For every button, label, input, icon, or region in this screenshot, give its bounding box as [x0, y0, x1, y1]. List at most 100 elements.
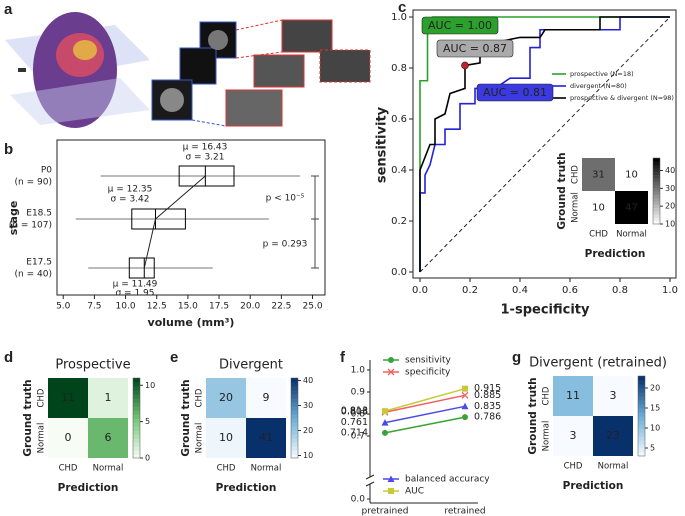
panel-label: e	[170, 349, 178, 366]
value-label: 0.885	[474, 390, 501, 401]
guide	[191, 119, 227, 127]
value-label: 0.808	[341, 407, 368, 418]
legend-label: divergent (N=80)	[570, 82, 627, 90]
colorbar-frame	[637, 375, 646, 457]
y-tick-label: 0.0	[351, 495, 366, 505]
colorbar-step	[653, 214, 660, 218]
category-label: E17.5	[26, 258, 52, 268]
x-tick-label: 1.0	[662, 285, 678, 296]
cell-label: 10	[625, 170, 638, 181]
colorbar-step	[653, 171, 660, 175]
x-axis-label: Prediction	[585, 248, 646, 260]
legend-label: specificity	[405, 368, 451, 378]
col-label: CHD	[589, 230, 608, 240]
x-tick-label: 10.0	[116, 302, 136, 312]
colorbar-step	[653, 204, 660, 208]
x-tick-label: 5.0	[56, 302, 71, 312]
cell-label: 1	[105, 391, 112, 404]
row-label: Normal	[542, 421, 552, 452]
cell-label: 6	[105, 431, 112, 444]
heatmap-cell	[48, 378, 88, 418]
colorbar-step	[638, 404, 645, 409]
category-sublabel: (n = 90)	[15, 178, 52, 188]
y-tick-label: 0.0	[391, 267, 407, 278]
guide	[235, 51, 283, 59]
x-tick-label: 15.0	[178, 302, 198, 312]
value-label: 0.813	[341, 406, 368, 417]
colorbar-step	[291, 422, 298, 427]
colorbar-step	[653, 217, 660, 222]
legend-label: balanced accuracy	[405, 475, 490, 485]
legend-label: prospective (N=18)	[570, 70, 634, 78]
point	[381, 419, 389, 426]
colorbar-step	[291, 386, 298, 391]
heatmap-cell	[88, 418, 128, 458]
colorbar-frame	[652, 157, 661, 225]
x-axis-label: Prediction	[563, 480, 624, 492]
annotation: σ = 3.42	[110, 195, 149, 205]
plot-frame	[412, 9, 677, 279]
box	[131, 208, 186, 230]
legend-marker	[387, 475, 395, 482]
operating-point	[461, 61, 469, 70]
y-tick-label: 0.8	[351, 410, 366, 420]
point	[382, 429, 388, 436]
colorbar-step	[638, 436, 645, 441]
colorbar-step	[133, 386, 140, 391]
box	[178, 165, 235, 187]
col-label: CHD	[217, 464, 236, 474]
colorbar-frame	[290, 377, 299, 459]
colorbar-frame	[132, 377, 141, 459]
colorbar-step	[133, 418, 140, 423]
series-line	[384, 405, 466, 424]
x-tick-label: 0.6	[562, 285, 578, 296]
colorbar-label: 5	[650, 444, 655, 453]
heatmap-title: Divergent	[219, 358, 283, 373]
series-line	[384, 387, 466, 412]
col-label: Normal	[93, 464, 124, 474]
colorbar-step	[291, 442, 298, 447]
annotation: μ = 16.43	[183, 143, 228, 153]
point	[461, 402, 469, 410]
colorbar-step	[291, 398, 298, 403]
heatmap-cell	[48, 418, 88, 458]
panel-label: g	[512, 349, 521, 366]
panel-label: d	[4, 349, 13, 366]
heatmap-cell	[593, 376, 633, 416]
colorbar-step	[653, 181, 660, 185]
heatmap-cell	[246, 378, 286, 418]
annotation: p = 0.293	[263, 240, 308, 250]
colorbar-label: 20	[650, 384, 660, 393]
colorbar-label: 30	[303, 401, 313, 410]
crop	[281, 19, 333, 53]
colorbar-step	[638, 380, 645, 385]
panel-label: a	[4, 1, 13, 18]
heatmap-cell	[246, 418, 286, 458]
y-tick-label: 1.0	[391, 12, 407, 23]
point	[382, 408, 388, 415]
y-tick-label: 0.4	[391, 165, 407, 176]
colorbar-label: 10	[665, 220, 675, 229]
colorbar-step	[653, 167, 660, 172]
slice-content	[160, 88, 184, 112]
colorbar-step	[653, 158, 660, 162]
colorbar-step	[638, 428, 645, 433]
heatmap-cell	[553, 416, 593, 456]
colorbar-step	[133, 434, 140, 439]
y-tick-label: 0.2	[391, 216, 407, 227]
panel-a-images	[5, 12, 371, 128]
cell-label: 3	[610, 389, 617, 402]
y-axis-label: sensitivity	[375, 106, 390, 183]
cell-label: 11	[566, 389, 580, 402]
auc-box	[476, 83, 554, 102]
colorbar-step	[653, 187, 660, 192]
point	[462, 385, 468, 392]
heatmap-title: Divergent (retrained)	[529, 356, 667, 371]
colorbar-step	[638, 448, 645, 453]
heatmap-cell	[206, 418, 246, 458]
colorbar-label: 10	[303, 451, 313, 460]
y-tick-label: 0.6	[391, 114, 407, 125]
col-label: Normal	[616, 230, 647, 240]
annotation: p < 10⁻⁵	[266, 194, 305, 204]
